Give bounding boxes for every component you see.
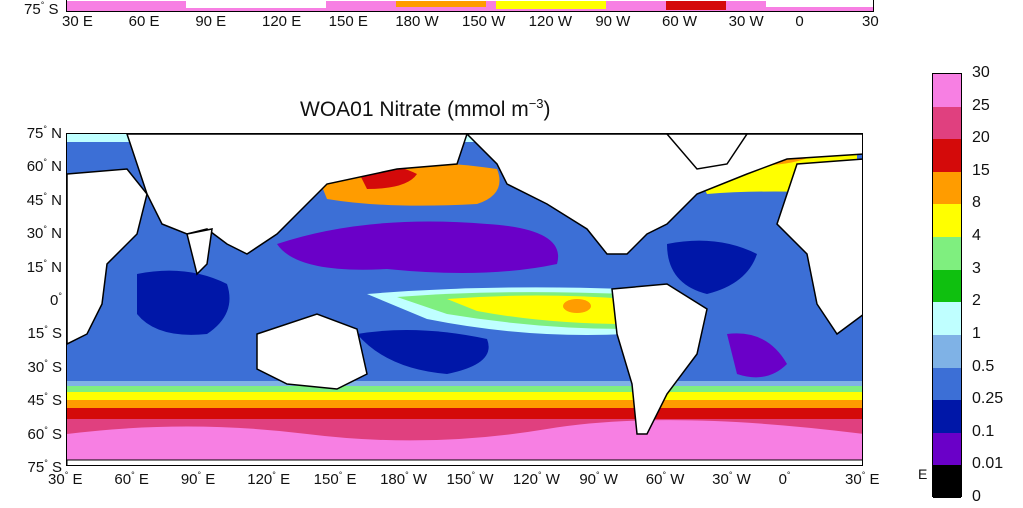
x-tick-label: 30° E: [845, 470, 880, 488]
colorbar-label: 25: [972, 96, 990, 114]
colorbar-label: 2: [972, 292, 981, 310]
top-x-tick-label: 0: [795, 13, 804, 30]
colorbar-swatch: [933, 269, 961, 303]
colorbar-swatch: [933, 432, 961, 466]
top-map-strip: [66, 0, 874, 12]
top-map-fill: [66, 1, 874, 12]
top-y-label-hem: S: [48, 1, 59, 18]
y-tick-label: 30° S: [27, 357, 62, 376]
x-tick-label: 180° W: [380, 470, 428, 488]
y-tick-label: 60° S: [27, 424, 62, 443]
colorbar-swatch: [933, 74, 961, 108]
colorbar-swatch: [933, 465, 961, 499]
top-x-tick-label: 120 W: [528, 13, 573, 30]
top-y-label-num: 75: [24, 1, 41, 18]
colorbar-swatch: [933, 367, 961, 401]
nitrate-map-svg: [67, 134, 862, 465]
x-tick-label: 30° W: [712, 470, 751, 488]
top-x-tick-label: 120 E: [262, 13, 302, 30]
nitrate-map: [66, 133, 863, 466]
top-x-tick-label: 90 E: [195, 13, 227, 30]
colorbar-swatch: [933, 334, 961, 369]
top-map-frame: [66, 0, 874, 12]
colorbar-label: 3: [972, 259, 981, 277]
x-tick-label: 30° E: [48, 470, 83, 488]
y-tick-label: 45° S: [27, 391, 62, 410]
title-close: ): [543, 98, 551, 121]
title-text: WOA01 Nitrate (mmol m: [300, 98, 529, 121]
colorbar-swatch: [933, 237, 961, 271]
y-tick-label: 45° N: [26, 190, 62, 209]
x-tick-label: 120° W: [512, 470, 560, 488]
y-tick-label: 30° N: [26, 224, 62, 243]
colorbar-swatch: [933, 400, 961, 434]
title-superscript: −3: [528, 96, 544, 111]
colorbar-label: 8: [972, 194, 981, 212]
colorbar: [932, 73, 962, 499]
top-x-tick-label: 90 W: [595, 13, 631, 30]
y-tick-label: 60° N: [26, 157, 62, 176]
y-tick-label: 15° N: [26, 257, 62, 276]
colorbar-label: 15: [972, 161, 990, 179]
y-tick-label: 75° S: [27, 458, 62, 476]
colorbar-label: 1: [972, 324, 981, 342]
colorbar-label: 20: [972, 129, 990, 147]
x-tick-label: 90° E: [180, 470, 216, 488]
colorbar-label: 0.01: [972, 455, 1004, 473]
x-tick-label: 60° E: [114, 470, 149, 488]
colorbar-swatch: [933, 302, 961, 336]
x-tick-label: 150° E: [313, 470, 357, 488]
x-tick-label: 150° W: [446, 470, 494, 488]
colorbar-swatch: [933, 204, 961, 238]
map-title: WOA01 Nitrate (mmol m−3): [300, 96, 551, 122]
top-x-tick-label: 30: [862, 13, 879, 30]
top-x-tick-label: 30 W: [728, 13, 764, 30]
colorbar-swatch: [933, 106, 961, 140]
x-tick-label: 60° W: [645, 470, 685, 488]
top-x-tick-label: 60 E: [128, 13, 160, 30]
x-tick-label: 120° E: [247, 470, 291, 488]
colorbar-label: 4: [972, 227, 981, 245]
top-x-tick-label: 150 E: [328, 13, 368, 30]
colorbar-label: 0.1: [972, 422, 995, 440]
colorbar-swatch: [933, 139, 961, 173]
top-x-tick-label: 60 W: [662, 13, 698, 30]
y-tick-label: 75° N: [26, 124, 62, 142]
x-tick-label: 90° W: [579, 470, 618, 488]
colorbar-label: 0: [972, 488, 981, 505]
x-tick-label: 0°: [778, 470, 791, 488]
top-x-tick-label: 150 W: [462, 13, 506, 30]
top-x-tick-label: 180 W: [395, 13, 439, 30]
colorbar-label: 0.5: [972, 357, 995, 375]
y-tick-label: 0°: [50, 291, 62, 309]
colorbar-label: 30: [972, 64, 990, 81]
colorbar-swatch: [933, 171, 961, 205]
top-y-label: 75° S: [24, 0, 59, 18]
colorbar-label: 0.25: [972, 390, 1004, 408]
stray-label: E: [918, 466, 928, 482]
top-x-tick-label: 30 E: [62, 13, 93, 30]
y-tick-label: 15° S: [27, 324, 62, 343]
